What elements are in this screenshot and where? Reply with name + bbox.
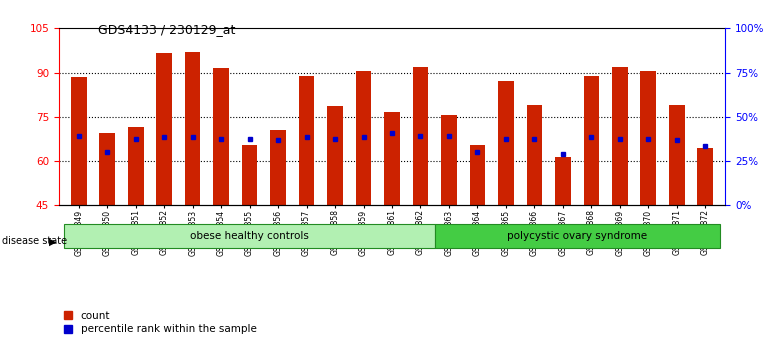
Bar <box>356 71 372 205</box>
Bar <box>441 115 457 205</box>
Bar <box>100 133 115 205</box>
Bar <box>128 127 143 205</box>
Bar <box>612 67 628 205</box>
Text: obese healthy controls: obese healthy controls <box>191 231 309 241</box>
Bar <box>527 105 543 205</box>
Bar <box>384 113 400 205</box>
Bar <box>185 52 201 205</box>
FancyBboxPatch shape <box>434 224 720 248</box>
Text: ▶: ▶ <box>49 236 57 246</box>
Text: disease state: disease state <box>2 236 67 246</box>
Bar <box>156 53 172 205</box>
Bar <box>270 130 286 205</box>
Bar <box>641 71 656 205</box>
Bar <box>669 105 684 205</box>
FancyBboxPatch shape <box>64 224 434 248</box>
Bar <box>71 77 86 205</box>
Bar <box>412 67 428 205</box>
Bar <box>213 68 229 205</box>
Text: GDS4133 / 230129_at: GDS4133 / 230129_at <box>98 23 235 36</box>
Bar <box>241 145 257 205</box>
Bar <box>698 148 713 205</box>
Bar <box>299 75 314 205</box>
Legend: count, percentile rank within the sample: count, percentile rank within the sample <box>64 311 256 334</box>
Bar <box>583 75 599 205</box>
Text: polycystic ovary syndrome: polycystic ovary syndrome <box>507 231 647 241</box>
Bar <box>470 145 485 205</box>
Bar <box>555 156 571 205</box>
Bar <box>498 81 514 205</box>
Bar <box>327 107 343 205</box>
